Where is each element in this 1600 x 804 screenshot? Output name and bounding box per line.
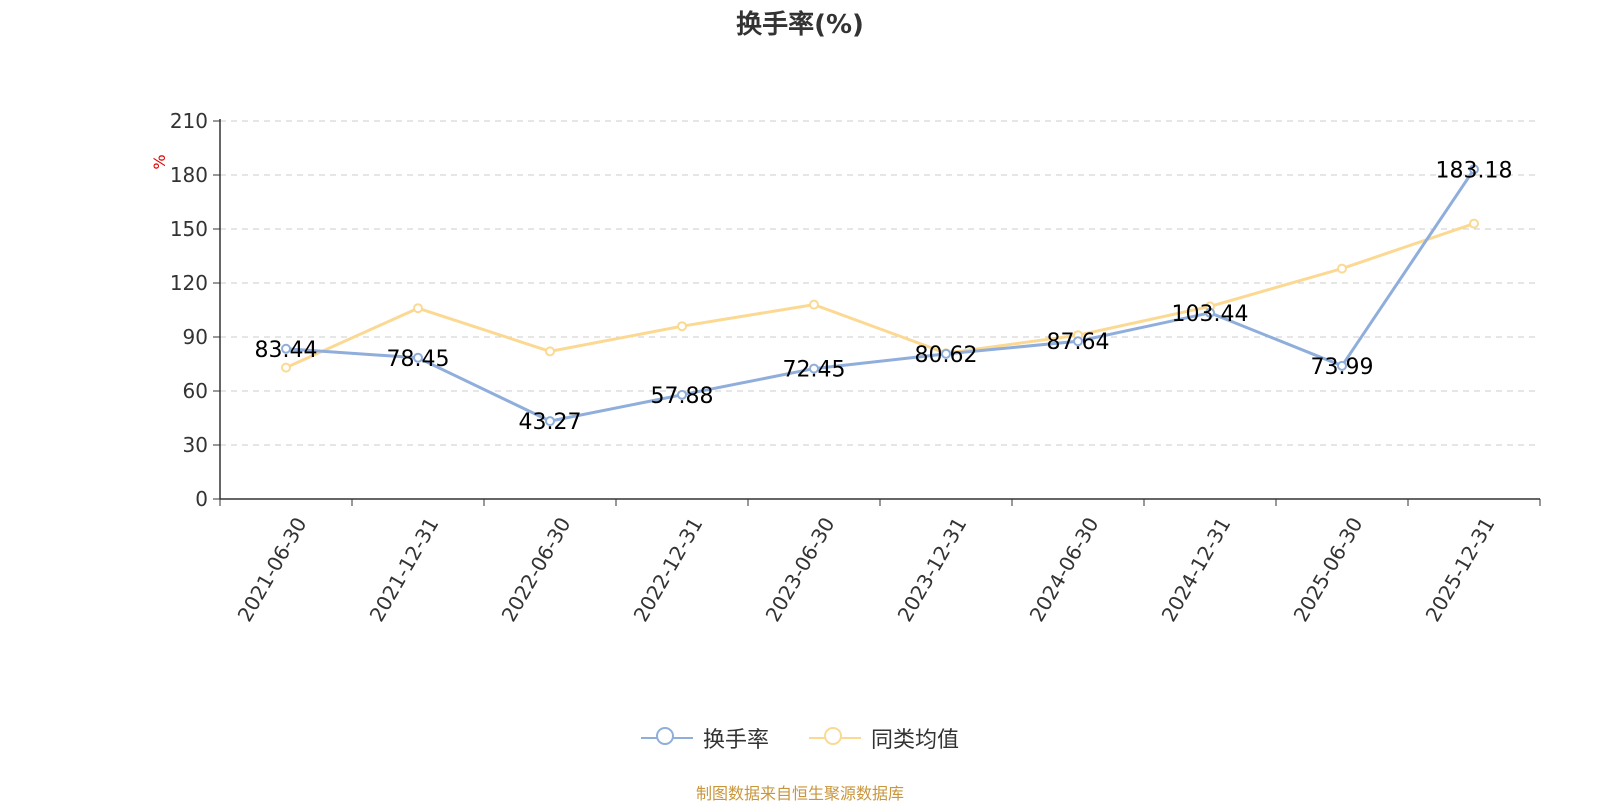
x-tick-label: 2022-06-30: [497, 513, 576, 626]
data-labels: 83.44 78.45 43.27 57.88 72.45 80.62 87.64 103.4…: [255, 158, 1513, 435]
legend-item-turnover[interactable]: 换手率: [640, 722, 769, 754]
x-tick-label: 2023-12-31: [893, 513, 972, 626]
data-label: 183.18: [1436, 158, 1513, 183]
gridlines: [220, 120, 1540, 446]
data-label: 87.64: [1047, 330, 1110, 355]
legend-swatch-turnover: [640, 726, 693, 750]
data-label: 72.45: [783, 358, 846, 383]
series-0-point[interactable]: [413, 352, 423, 363]
legend-swatch-peer-average: [809, 726, 861, 750]
series-0-point[interactable]: [1073, 336, 1083, 347]
series-1-point[interactable]: [809, 299, 819, 310]
data-label: 57.88: [651, 384, 714, 409]
y-tick-label: 120: [170, 271, 208, 295]
legend-label-peer-average: 同类均值: [871, 728, 960, 753]
series-0-point[interactable]: [677, 389, 687, 400]
series-line-0: [285, 168, 1476, 423]
series-1-point[interactable]: [1337, 263, 1347, 274]
series-1-point[interactable]: [413, 303, 423, 314]
data-label: 78.45: [387, 347, 450, 372]
x-tick-label: 2021-06-30: [233, 513, 312, 626]
x-tick-label: 2023-06-30: [761, 513, 840, 626]
data-label: 73.99: [1311, 355, 1374, 380]
y-tick-label: 30: [183, 433, 208, 457]
y-tick-labels: 0 30 60 90 120 150 180 210: [170, 109, 208, 511]
series-lines: [281, 164, 1479, 427]
legend-item-peer-average[interactable]: 同类均值: [809, 722, 959, 754]
legend-label-turnover: 换手率: [702, 728, 769, 753]
x-tick-label: 2025-06-30: [1289, 513, 1368, 626]
data-source-note: 制图数据来自恒生聚源数据库: [695, 784, 904, 803]
x-tick-labels: 2021-06-30 2021-12-31 2022-06-30 2022-12-31…: [233, 513, 1500, 626]
series-0-point[interactable]: [1337, 360, 1347, 371]
x-tick-label: 2024-12-31: [1157, 513, 1236, 626]
series-1-point[interactable]: [281, 362, 291, 373]
y-tick-label: 90: [183, 325, 208, 349]
y-tick-label: 0: [195, 487, 208, 511]
legend: 换手率 同类均值: [0, 722, 1600, 754]
series-0-point[interactable]: [1469, 164, 1479, 175]
line-chart: 0 30 60 90 120 150 180 210 2021-06-30 2021-12-31…: [150, 109, 1541, 626]
series-0-point[interactable]: [281, 343, 291, 354]
y-tick-label: 150: [170, 217, 208, 241]
y-tick-label: 210: [170, 109, 208, 133]
data-label: 43.27: [519, 410, 582, 435]
series-1-point[interactable]: [677, 321, 687, 332]
chart-title: 换手率(%): [736, 10, 864, 40]
x-tick-label: 2022-12-31: [629, 513, 708, 626]
y-axis-label: %: [150, 154, 169, 169]
axes: [213, 119, 1541, 506]
data-label: 103.44: [1172, 302, 1249, 327]
y-tick-label: 180: [170, 163, 208, 187]
series-0-point[interactable]: [545, 416, 555, 427]
data-label: 83.44: [255, 338, 318, 363]
x-tick-label: 2025-12-31: [1421, 513, 1500, 626]
series-1-point[interactable]: [545, 346, 555, 357]
series-1-point[interactable]: [1469, 218, 1479, 229]
x-tick-label: 2024-06-30: [1025, 513, 1104, 626]
series-0-point[interactable]: [941, 348, 951, 359]
series-0-point[interactable]: [809, 363, 819, 374]
x-tick-label: 2021-12-31: [365, 513, 444, 626]
series-line-1: [285, 222, 1475, 369]
series-0-point[interactable]: [1205, 307, 1215, 318]
y-tick-label: 60: [183, 379, 208, 403]
data-label: 80.62: [915, 343, 978, 368]
